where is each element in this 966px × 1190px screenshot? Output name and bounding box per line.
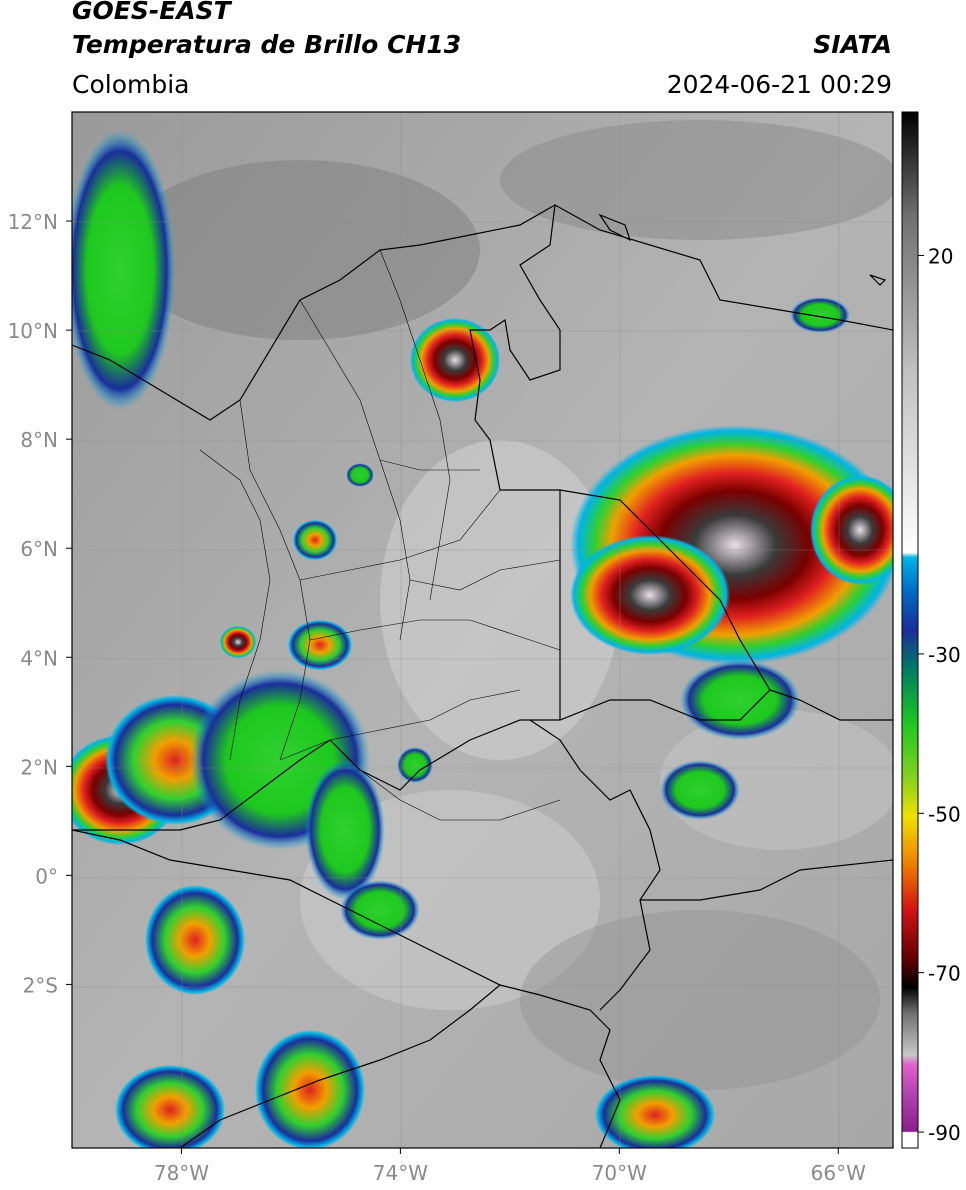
lon-tick-labels: 78°W 74°W 70°W 66°W — [154, 1148, 866, 1185]
lat-tick-label: 8°N — [20, 428, 58, 452]
colorbar — [901, 111, 919, 1149]
lat-tick-label: 10°N — [8, 319, 58, 343]
region-label: Colombia — [72, 70, 190, 99]
colorbar-tick-label: -50 — [928, 802, 961, 826]
colorbar-tick-label: -90 — [928, 1121, 961, 1145]
satellite-title: GOES-EAST — [72, 0, 231, 25]
lon-tick-label: 70°W — [592, 1161, 647, 1185]
lat-tick-label: 12°N — [8, 210, 58, 234]
colorbar-tick-label: 20 — [928, 244, 953, 268]
lat-tick-label: 6°N — [20, 537, 58, 561]
agency-label: SIATA — [813, 30, 892, 59]
datetime-label: 2024-06-21 00:29 — [666, 70, 892, 99]
lon-tick-label: 78°W — [154, 1161, 209, 1185]
imagery — [72, 112, 893, 1148]
lat-tick-label: 2°S — [23, 973, 58, 997]
lat-tick-label: 0° — [35, 864, 58, 888]
lon-tick-label: 66°W — [811, 1161, 866, 1185]
lat-tick-label: 2°N — [20, 755, 58, 779]
lat-tick-label: 4°N — [20, 646, 58, 670]
lon-tick-label: 74°W — [373, 1161, 428, 1185]
map-frame — [71, 111, 894, 1149]
colorbar-tick-label: -30 — [928, 643, 961, 667]
lat-tick-labels: 12°N 10°N 8°N 6°N 4°N 2°N 0° 2°S — [8, 210, 72, 997]
product-title: Temperatura de Brillo CH13 — [72, 30, 462, 59]
colorbar-ticks: 20 -30 -50 -70 -90 — [918, 244, 961, 1145]
colorbar-tick-label: -70 — [928, 962, 961, 986]
